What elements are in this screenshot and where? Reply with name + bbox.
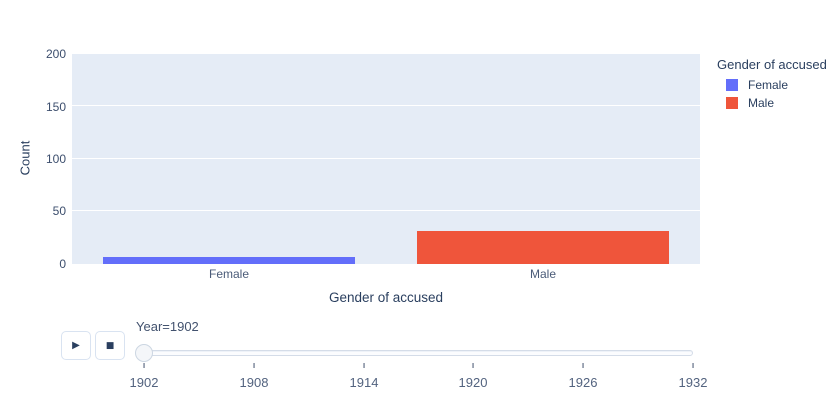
gridline-50	[72, 210, 700, 211]
legend: Gender of accused Female Male	[717, 57, 827, 110]
x-tick-label-female: Female	[208, 267, 250, 281]
legend-item-male[interactable]: Male	[726, 96, 774, 110]
gridline-200	[72, 53, 700, 54]
slider-tick: 1914	[349, 363, 379, 390]
slider-tick-label: 1908	[239, 375, 269, 390]
tick-mark	[253, 363, 255, 368]
y-tick-label: 100	[45, 152, 66, 166]
slider-handle[interactable]	[135, 344, 153, 362]
slider-tick-label: 1902	[129, 375, 159, 390]
bar-female[interactable]	[103, 256, 355, 264]
slider-tick-label: 1920	[458, 375, 488, 390]
x-tick-label-male: Male	[529, 267, 557, 281]
legend-title: Gender of accused	[717, 57, 827, 72]
slider-tick-label: 1932	[678, 375, 708, 390]
slider-tick: 1932	[678, 363, 708, 390]
tick-mark	[472, 363, 474, 368]
legend-item-label: Female	[748, 78, 789, 92]
play-button[interactable]: ▶	[61, 331, 91, 360]
y-tick-label: 150	[45, 100, 66, 114]
male-swatch-icon	[726, 97, 738, 109]
slider-tick: 1920	[458, 363, 488, 390]
bar-male[interactable]	[417, 231, 669, 264]
slider-tick-label: 1914	[349, 375, 379, 390]
legend-item-label: Male	[748, 96, 775, 110]
slider-current-value: Year=1902	[136, 319, 199, 334]
slider-tick-label: 1926	[568, 375, 598, 390]
tick-mark	[363, 363, 365, 368]
female-swatch-icon	[726, 79, 738, 91]
plot-area	[72, 53, 700, 264]
slider-rail[interactable]	[144, 350, 693, 356]
y-tick-label: 200	[45, 47, 66, 61]
play-icon: ▶	[72, 340, 80, 351]
y-tick-label: 0	[59, 257, 66, 271]
stop-button[interactable]: ■	[95, 331, 125, 360]
gridline-150	[72, 105, 700, 106]
slider-tick: 1908	[239, 363, 269, 390]
tick-mark	[582, 363, 584, 368]
slider-tick: 1902	[129, 363, 159, 390]
y-tick-label: 50	[52, 204, 66, 218]
tick-mark	[143, 363, 145, 368]
legend-item-female[interactable]: Female	[726, 78, 788, 92]
stop-icon: ■	[105, 340, 115, 351]
x-axis-title: Gender of accused	[328, 290, 444, 305]
gridline-100	[72, 158, 700, 159]
tick-mark	[692, 363, 694, 368]
slider-tick: 1926	[568, 363, 598, 390]
